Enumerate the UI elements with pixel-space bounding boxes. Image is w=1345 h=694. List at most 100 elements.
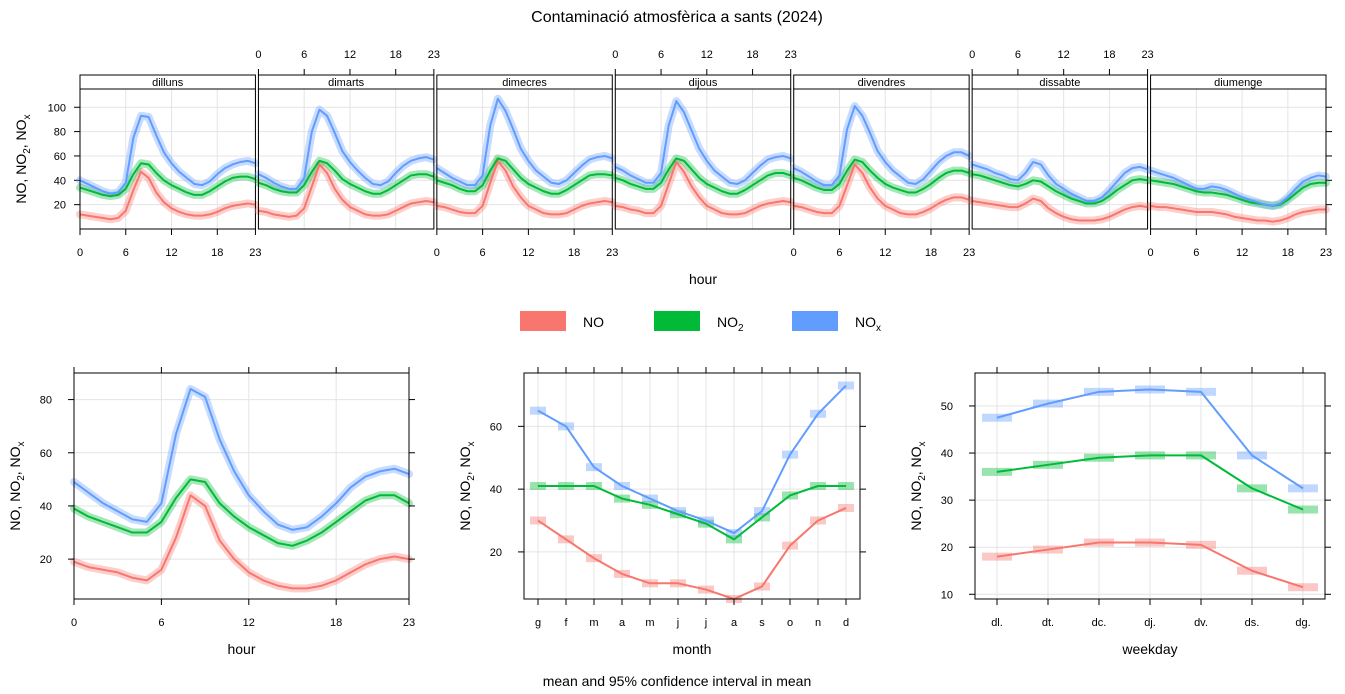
x-tick-label: 18 (330, 617, 342, 629)
series-NO-dimecres (436, 159, 613, 216)
y-tick-label: 40 (941, 448, 953, 460)
x-tick-label: 0 (612, 49, 618, 61)
strip-label-dilluns: dilluns (152, 77, 184, 89)
x-tick-label: 12 (243, 617, 255, 629)
y-tick-label: 20 (941, 542, 953, 554)
panel-frame (523, 372, 861, 600)
x-tick-label: s (759, 617, 765, 629)
x-tick-label: 6 (658, 49, 664, 61)
x-tick-label: 12 (701, 49, 713, 61)
panel-frame (79, 88, 256, 230)
series-NO2-dijous (614, 157, 792, 195)
x-tick-label: j (704, 617, 707, 629)
series-NO (537, 507, 847, 600)
series-NOx-diumenge (1150, 169, 1327, 207)
series-NO2-dissabte (971, 173, 1148, 205)
x-tick-label: 23 (606, 247, 618, 259)
x-tick-label: 6 (301, 49, 307, 61)
x-tick-label: 6 (1015, 49, 1021, 61)
legend: NO NO2 NOx (520, 311, 881, 334)
x-tick-label: 18 (746, 49, 758, 61)
x-tick-label: dl. (991, 617, 1003, 629)
series-NOx (996, 388, 1304, 490)
series-NO (73, 494, 410, 590)
x-tick-label: 0 (434, 247, 440, 259)
x-tick-label: 12 (344, 49, 356, 61)
x-tick-label: 6 (123, 247, 129, 259)
y-tick-label: 60 (40, 448, 52, 460)
panel-frame (436, 88, 613, 230)
series-NOx (537, 384, 847, 535)
strip-label-dimarts: dimarts (328, 77, 365, 89)
panel-frame (614, 88, 792, 230)
x-tick-label: m (645, 617, 654, 629)
series-NO2 (538, 485, 846, 541)
legend-label-NOx: NOx (855, 314, 881, 334)
x-tick-label: dc. (1092, 617, 1107, 629)
x-tick-label: 6 (836, 247, 842, 259)
x-tick-label: 18 (1103, 49, 1115, 61)
x-tick-label: dt. (1042, 617, 1054, 629)
x-tick-label: 23 (1141, 49, 1153, 61)
x-tick-label: a (619, 617, 626, 629)
y-tick-label: 40 (40, 501, 52, 513)
x-axis-label: weekday (1121, 641, 1177, 657)
y-axis-label: NO, NO2, NOx (13, 114, 33, 203)
series-NOx-dilluns (79, 114, 256, 195)
x-tick-label: f (564, 617, 568, 629)
series-NO2-dimecres (436, 157, 613, 195)
hour-chart: 20 40 60 80 0 6 12 18 23 hour NO, NO2, NOx (7, 367, 415, 657)
chart-caption: mean and 95% confidence interval in mean (543, 673, 812, 689)
legend-swatch-NO (520, 311, 566, 331)
x-tick-label: 0 (71, 617, 77, 629)
series-NO2-dimarts (258, 159, 435, 195)
x-tick-label: n (815, 617, 821, 629)
legend-label-NO: NO (583, 314, 604, 330)
y-tick-label: 100 (48, 102, 66, 114)
series-NO-dilluns (79, 170, 256, 221)
series-NO-dijous (615, 161, 791, 216)
y-tick-label: 20 (490, 547, 502, 559)
x-tick-label: 6 (158, 617, 164, 629)
strip-label-diumenge: diumenge (1214, 77, 1262, 89)
x-tick-label: 23 (403, 617, 415, 629)
confidence-band (968, 194, 1152, 225)
x-tick-label: dg. (1295, 617, 1310, 629)
strip-label-dissabte: dissabte (1039, 77, 1080, 89)
series-NO2 (73, 478, 410, 547)
legend-swatch-NO2 (654, 311, 700, 331)
x-tick-label: o (787, 617, 793, 629)
y-axis-label: NO, NO2, NOx (908, 441, 928, 530)
x-tick-label: 0 (969, 49, 975, 61)
x-tick-label: 18 (568, 247, 580, 259)
x-tick-label: j (676, 617, 679, 629)
x-tick-label: d (843, 617, 849, 629)
series-NO (996, 541, 1304, 589)
x-tick-label: 18 (1282, 247, 1294, 259)
panel-frame (257, 88, 435, 230)
x-tick-label: 23 (1320, 247, 1332, 259)
x-tick-label: 23 (785, 49, 797, 61)
series-NO-dissabte (971, 197, 1148, 222)
legend-label-NO2: NO2 (717, 314, 744, 334)
series-NOx (73, 387, 410, 531)
confidence-band (611, 97, 795, 188)
series-NOx-dimecres (436, 97, 613, 187)
series-NO2-divendres (793, 158, 970, 194)
x-axis-label: hour (689, 271, 717, 287)
series-NO-dimarts (258, 163, 435, 218)
x-tick-label: 6 (480, 247, 486, 259)
x-axis-label: hour (227, 641, 255, 657)
x-tick-label: 18 (925, 247, 937, 259)
x-tick-label: 0 (1148, 247, 1154, 259)
x-tick-label: 6 (1193, 247, 1199, 259)
x-tick-label: g (535, 617, 541, 629)
series-NO-divendres (793, 163, 970, 216)
x-tick-label: 0 (791, 247, 797, 259)
series-NOx-dimarts (257, 108, 435, 190)
panel-frame (73, 372, 410, 600)
x-tick-label: 18 (390, 49, 402, 61)
series-NOx-dijous (614, 100, 792, 185)
